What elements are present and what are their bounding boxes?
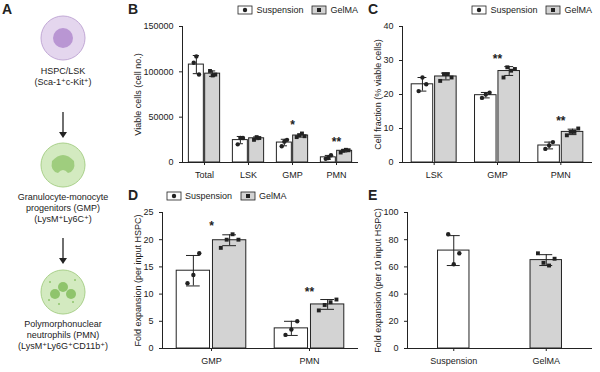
svg-text:15: 15: [143, 262, 153, 272]
html-text:E: E: [368, 187, 378, 203]
svg-text:100: 100: [383, 207, 398, 217]
svg-text:150000: 150000: [143, 21, 173, 31]
svg-text:**: **: [493, 52, 503, 66]
svg-text:GMP: GMP: [201, 356, 222, 366]
svg-text:Fold expansion (per input HSPC: Fold expansion (per input HSPC): [133, 214, 143, 346]
svg-text:60: 60: [388, 262, 398, 272]
html-text:GelMA: GelMA: [259, 191, 287, 201]
svg-text:10: 10: [143, 289, 153, 299]
svg-text:*: *: [209, 219, 214, 233]
html-text:Suspension: Suspension: [490, 5, 538, 15]
svg-text:Cell fraction (% viable cells): Cell fraction (% viable cells): [373, 39, 383, 150]
svg-text:25: 25: [143, 207, 153, 217]
svg-text:PMN: PMN: [327, 170, 347, 180]
svg-text:Suspension: Suspension: [430, 356, 477, 366]
svg-text:30: 30: [383, 55, 393, 65]
svg-text:Fold expansion (per 10 input H: Fold expansion (per 10 input HSPC): [373, 208, 383, 353]
svg-text:0: 0: [148, 343, 153, 353]
svg-text:LSK: LSK: [426, 170, 443, 180]
svg-text:PMN: PMN: [300, 356, 320, 366]
svg-text:40: 40: [388, 289, 398, 299]
svg-text:(LysM⁺Ly6G⁺CD11b⁺): (LysM⁺Ly6G⁺CD11b⁺): [18, 341, 108, 351]
svg-text:GelMA: GelMA: [532, 356, 560, 366]
svg-text:0: 0: [168, 157, 173, 167]
svg-text:5: 5: [148, 316, 153, 326]
svg-text:HSPC/LSK: HSPC/LSK: [41, 66, 86, 76]
svg-text:80: 80: [388, 235, 398, 245]
svg-text:Viable cells (cell no.): Viable cells (cell no.): [133, 53, 143, 135]
svg-text:20: 20: [383, 89, 393, 99]
html-text:GelMA: GelMA: [564, 5, 592, 15]
svg-text:neutrophils (PMN): neutrophils (PMN): [27, 330, 100, 340]
svg-text:40: 40: [383, 21, 393, 31]
svg-text:(LysM⁺Ly6C⁺): (LysM⁺Ly6C⁺): [34, 214, 91, 224]
svg-text:0: 0: [393, 343, 398, 353]
svg-text:GMP: GMP: [487, 170, 508, 180]
html-text:A: A: [2, 1, 13, 17]
html-text:GelMA: GelMA: [330, 5, 358, 15]
html-text:C: C: [368, 1, 379, 17]
svg-text:**: **: [556, 114, 566, 128]
html-text:D: D: [128, 187, 139, 203]
svg-text:100000: 100000: [143, 67, 173, 77]
svg-text:progenitors (GMP): progenitors (GMP): [26, 203, 100, 213]
svg-text:Total: Total: [195, 170, 214, 180]
svg-text:Polymorphonuclear: Polymorphonuclear: [24, 319, 102, 329]
html-text:B: B: [128, 1, 139, 17]
svg-text:20: 20: [143, 235, 153, 245]
svg-text:PMN: PMN: [551, 170, 571, 180]
html-text:Suspension: Suspension: [256, 5, 304, 15]
svg-text:0: 0: [388, 157, 393, 167]
svg-text:Granulocyte-monocyte: Granulocyte-monocyte: [18, 192, 109, 202]
svg-text:**: **: [332, 135, 342, 149]
svg-text:50000: 50000: [148, 112, 173, 122]
svg-text:(Sca-1⁺c-Kit⁺): (Sca-1⁺c-Kit⁺): [34, 77, 91, 87]
svg-text:**: **: [305, 285, 315, 299]
svg-text:*: *: [290, 118, 295, 132]
html-text:Suspension: Suspension: [185, 191, 232, 201]
svg-text:LSK: LSK: [240, 170, 257, 180]
svg-text:10: 10: [383, 123, 393, 133]
svg-text:20: 20: [388, 316, 398, 326]
svg-text:GMP: GMP: [282, 170, 303, 180]
